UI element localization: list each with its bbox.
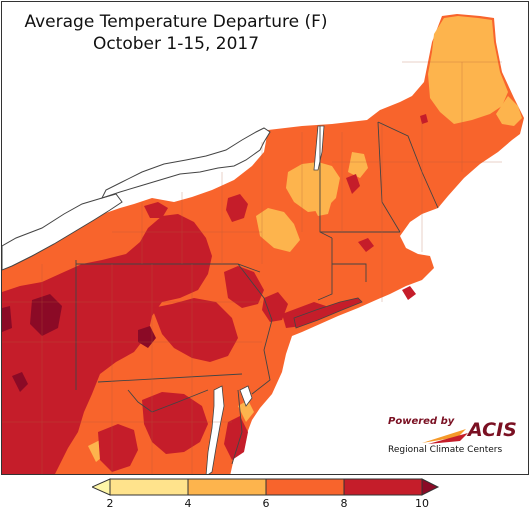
- logo-powered-by: Powered by: [388, 416, 455, 427]
- region-8-10-west: [2, 214, 212, 474]
- region-gt10-wv: [12, 372, 28, 392]
- region-8-10-catskill: [226, 194, 248, 222]
- legend-colorbar: [92, 478, 440, 496]
- county-lines: [2, 61, 502, 474]
- legend-tick-10: 10: [415, 497, 429, 510]
- logo-acis-text: ACIS: [468, 419, 517, 441]
- lake-champlain: [313, 125, 325, 171]
- chesapeake-bay: [205, 385, 225, 474]
- map-subtitle: October 1-15, 2017: [92, 34, 260, 54]
- legend-tick-6: 6: [262, 497, 270, 510]
- region-gt10-west-edge: [2, 306, 12, 332]
- legend-bin-6-8: [265, 478, 345, 496]
- region-4-6-nh: [348, 152, 368, 178]
- region-8-10-ri: [358, 238, 374, 252]
- region-8-10-cape: [402, 286, 416, 300]
- legend-bin-4-6: [187, 478, 267, 496]
- lake-ontario: [101, 127, 271, 199]
- region-4-6-adirondack: [256, 208, 300, 252]
- region-8-10-east-pa: [224, 266, 264, 308]
- region-4-6-maine: [428, 16, 508, 124]
- region-gt10-pa-south: [138, 326, 156, 348]
- region-8-10-wv: [98, 424, 138, 472]
- long-island: [293, 297, 363, 329]
- region-8-10-central-pa: [152, 298, 238, 362]
- legend-bin-lt2: [92, 478, 111, 496]
- region-4-6-maine-coast: [496, 96, 522, 126]
- legend-bin-gt10: [421, 478, 440, 496]
- legend-tick-4: 4: [184, 497, 192, 510]
- swoosh-icon: [422, 429, 468, 444]
- region-4-6-hudson: [312, 188, 332, 216]
- map-canvas: [2, 14, 524, 474]
- region-8-10-nj-north: [262, 292, 288, 322]
- region-8-10-upstate: [144, 202, 168, 218]
- legend-tick-8: 8: [340, 497, 348, 510]
- region-8-10-me-spot: [420, 114, 428, 124]
- region-8-10-ma: [346, 174, 360, 194]
- state-borders: [75, 121, 439, 465]
- map-title: Average Temperature Departure (F): [24, 12, 328, 32]
- region-8-10-md: [142, 392, 208, 454]
- legend-bin-8-10: [343, 478, 423, 496]
- legend-tick-2: 2: [106, 497, 114, 510]
- legend-bin-2-4: [109, 478, 189, 496]
- region-8-10-de: [224, 416, 248, 460]
- logo-subtitle: Regional Climate Centers: [388, 445, 503, 455]
- acis-logo: Powered by ACIS Regional Climate Centers: [382, 413, 517, 461]
- delaware-bay: [239, 385, 253, 407]
- map-frame: [1, 1, 529, 475]
- region-gt10-wpa: [30, 294, 62, 336]
- region-4-6-nj: [238, 400, 254, 422]
- lake-erie: [2, 193, 123, 271]
